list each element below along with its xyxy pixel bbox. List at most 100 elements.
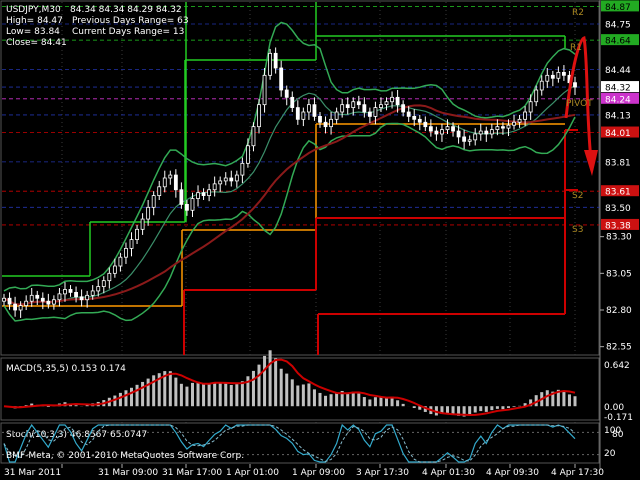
candle-body	[406, 111, 411, 117]
current-days-range: Current Days Range= 13	[72, 27, 184, 37]
price-tag-9: 83.61	[605, 188, 631, 198]
time-axis-tick-4: 1 Apr 09:00	[292, 468, 345, 478]
price-tag-11: 83.38	[605, 221, 631, 231]
price-tag-10: 83.50	[605, 204, 631, 214]
stoch-main-line	[3, 423, 576, 463]
high-label: High= 84.47	[6, 16, 63, 26]
low-label: Low= 83.84	[6, 27, 60, 37]
price-tag-7: 84.01	[605, 129, 631, 139]
close-label: Close= 84.41	[6, 38, 67, 48]
candle-body	[7, 297, 12, 305]
candle-body	[240, 162, 245, 176]
candle-body	[223, 177, 228, 182]
price-tag-6: 84.13	[605, 111, 631, 121]
candle-body	[351, 101, 356, 108]
candle-body	[390, 96, 394, 103]
candle-body	[229, 177, 234, 182]
candle-body	[573, 82, 577, 88]
candle-body	[207, 189, 212, 197]
macd-tick-max: 0.642	[604, 361, 630, 371]
candle-body	[340, 104, 345, 113]
time-axis-tick-6: 4 Apr 01:30	[422, 468, 475, 478]
candle-body	[90, 290, 95, 296]
candle-body	[506, 124, 511, 129]
forecast-arrow-path	[564, 36, 594, 171]
candle-body	[124, 247, 128, 258]
price-tag-box	[601, 185, 639, 197]
price-tag-box	[601, 218, 639, 230]
price-tag-box	[601, 63, 639, 75]
price-tag-4: 84.32	[605, 84, 631, 94]
candle-body	[96, 286, 101, 292]
candle-body	[401, 104, 406, 113]
candle-body	[74, 291, 78, 298]
candle-body	[190, 198, 195, 211]
price-axis-tick-0: 83.30	[606, 233, 632, 243]
price-tag-box	[601, 18, 639, 29]
pivot-level-labels: R2 R1 PIVOT S2 S3	[566, 8, 593, 235]
candle-body	[356, 101, 361, 106]
price-tag-3: 84.44	[605, 66, 631, 76]
candle-body	[173, 174, 178, 191]
candle-body	[51, 299, 56, 305]
price-tag-8: 83.81	[605, 158, 631, 168]
candle-body	[63, 289, 67, 295]
stoch-tick-100: 100	[604, 426, 621, 436]
candle-body	[517, 118, 522, 123]
chart-header: USDJPY,M30 84.34 84.34 84.29 84.32 High=…	[6, 5, 189, 48]
candle-body	[550, 74, 555, 79]
candle-body	[101, 280, 106, 287]
candle-body	[273, 52, 278, 69]
candle-body	[528, 101, 533, 113]
pivot-label-s3: S3	[572, 225, 583, 235]
candle-body	[451, 126, 455, 132]
candle-body	[495, 126, 500, 130]
candle-body	[268, 52, 273, 76]
price-axis-tick-2: 82.80	[606, 306, 632, 316]
candle-body	[412, 116, 417, 120]
price-tag-box	[601, 155, 639, 167]
candle-body	[473, 133, 478, 141]
macd-tick-min: -0.171	[604, 413, 633, 423]
candle-body	[306, 104, 311, 113]
candle-body	[196, 192, 200, 199]
bollinger-upper	[3, 21, 576, 292]
time-axis-tick-0: 31 Mar 2011	[4, 468, 61, 478]
candle-body	[556, 72, 561, 79]
candle-body	[212, 183, 217, 191]
stochastic-indicator	[2, 423, 600, 463]
candle-body	[373, 107, 378, 117]
ohlc-values: 84.34 84.34 84.29 84.32	[70, 5, 182, 15]
candle-body	[185, 203, 189, 211]
candle-body	[367, 111, 372, 117]
price-tag-box	[601, 81, 639, 93]
candle-body	[129, 239, 134, 249]
price-tag-0: 84.87	[605, 3, 631, 13]
candle-body	[512, 121, 516, 126]
candle-body	[179, 189, 184, 205]
candle-body	[478, 130, 483, 135]
price-axis-tick-3: 82.55	[606, 343, 632, 353]
candle-body	[257, 104, 261, 128]
candle-body	[428, 126, 433, 132]
candle-body	[168, 174, 173, 179]
bollinger-lower	[3, 116, 576, 322]
candle-body	[162, 177, 167, 188]
candle-body	[246, 145, 250, 164]
price-tag-2: 84.64	[605, 37, 631, 47]
stoch-signal-line	[3, 424, 576, 463]
candle-body	[434, 130, 439, 135]
price-tag-1: 84.75	[605, 21, 631, 31]
candle-body	[379, 104, 383, 108]
price-tag-box	[601, 0, 639, 12]
candle-body	[523, 111, 528, 120]
main-price-panel: R2 R1 PIVOT S2 S3	[0, 0, 600, 470]
price-tag-box	[601, 201, 639, 213]
candle-body	[384, 101, 389, 106]
forecast-arrow	[564, 36, 598, 176]
candle-body	[534, 89, 539, 103]
candle-body	[501, 126, 505, 129]
candle-body	[489, 129, 494, 135]
candle-body	[290, 96, 295, 109]
